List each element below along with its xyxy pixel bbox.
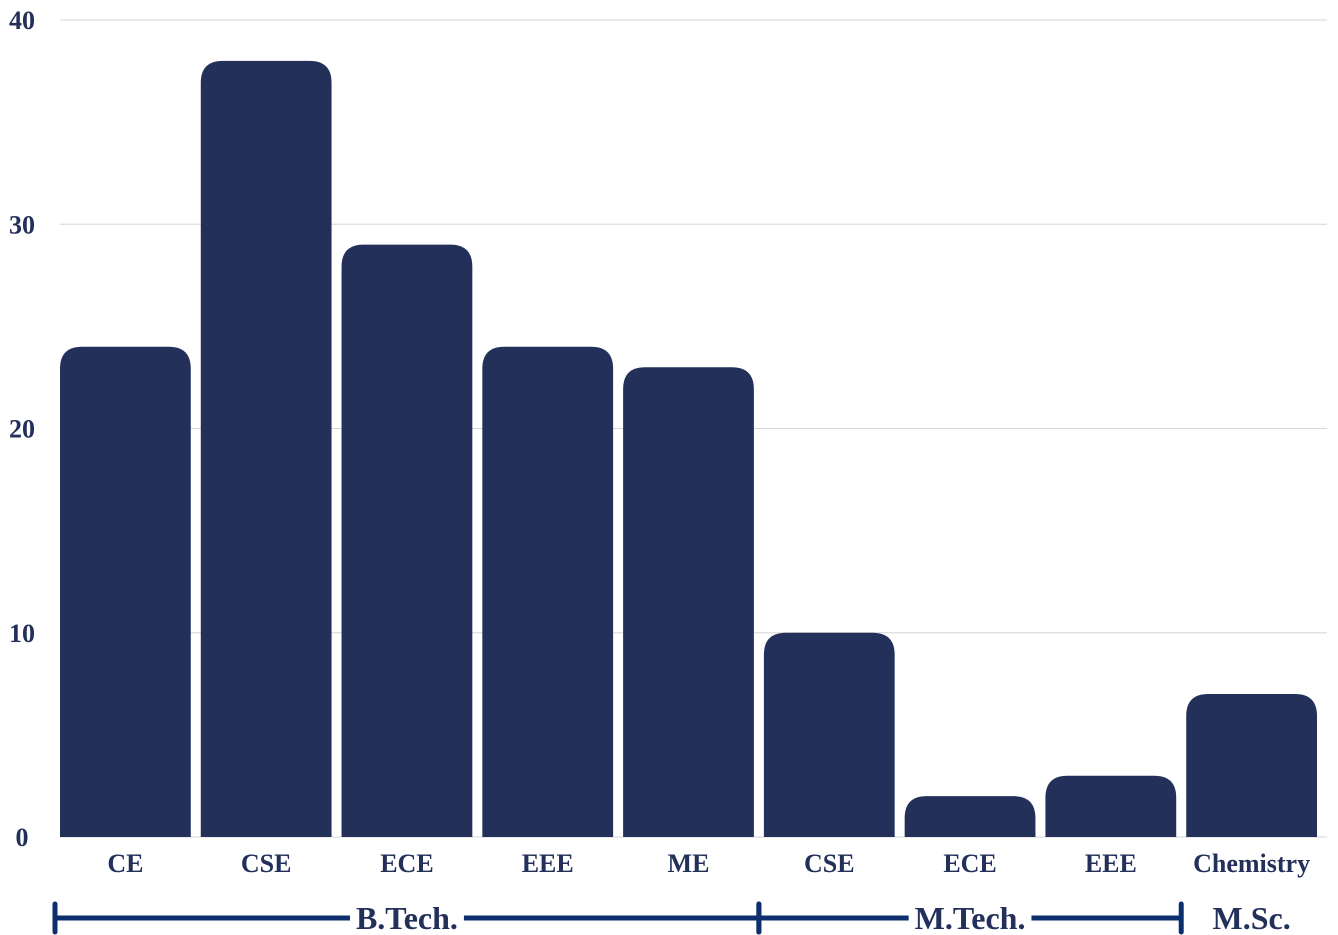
x-axis-category-labels: CE CSE ECE EEE ME CSE ECE EEE Chemistry	[107, 849, 1310, 878]
bar-me-4	[623, 367, 754, 837]
x-category-label: ME	[668, 849, 710, 878]
group-label: B.Tech.	[356, 900, 458, 935]
group-label: M.Sc.	[1213, 900, 1291, 935]
x-category-label: CSE	[241, 849, 292, 878]
x-category-label: ECE	[380, 849, 433, 878]
bars	[60, 60, 1317, 838]
bar-cse-1	[200, 60, 332, 838]
bar-ece-6	[904, 796, 1036, 837]
x-category-label: ECE	[943, 849, 996, 878]
bar-cse-5	[763, 632, 895, 837]
x-category-label: Chemistry	[1193, 849, 1310, 878]
x-category-label: CE	[107, 849, 143, 878]
y-axis-tick-labels: 0 10 20 30 40	[9, 6, 35, 852]
y-tick-label: 40	[9, 6, 35, 35]
y-tick-label: 10	[9, 619, 35, 648]
y-tick-label: 0	[16, 823, 29, 852]
bar-ce-0	[60, 346, 191, 837]
bar-ece-2	[341, 244, 473, 838]
group-brackets: B.Tech. M.Tech. M.Sc.	[52, 900, 1291, 935]
bar-eee-3	[482, 346, 614, 837]
bar-chemistry-8	[1186, 694, 1317, 837]
x-category-label: CSE	[804, 849, 855, 878]
y-tick-label: 20	[9, 415, 35, 444]
x-category-label: EEE	[1085, 849, 1137, 878]
y-tick-label: 30	[9, 210, 35, 239]
bar-eee-7	[1045, 775, 1177, 837]
x-category-label: EEE	[522, 849, 574, 878]
group-label: M.Tech.	[915, 900, 1026, 935]
